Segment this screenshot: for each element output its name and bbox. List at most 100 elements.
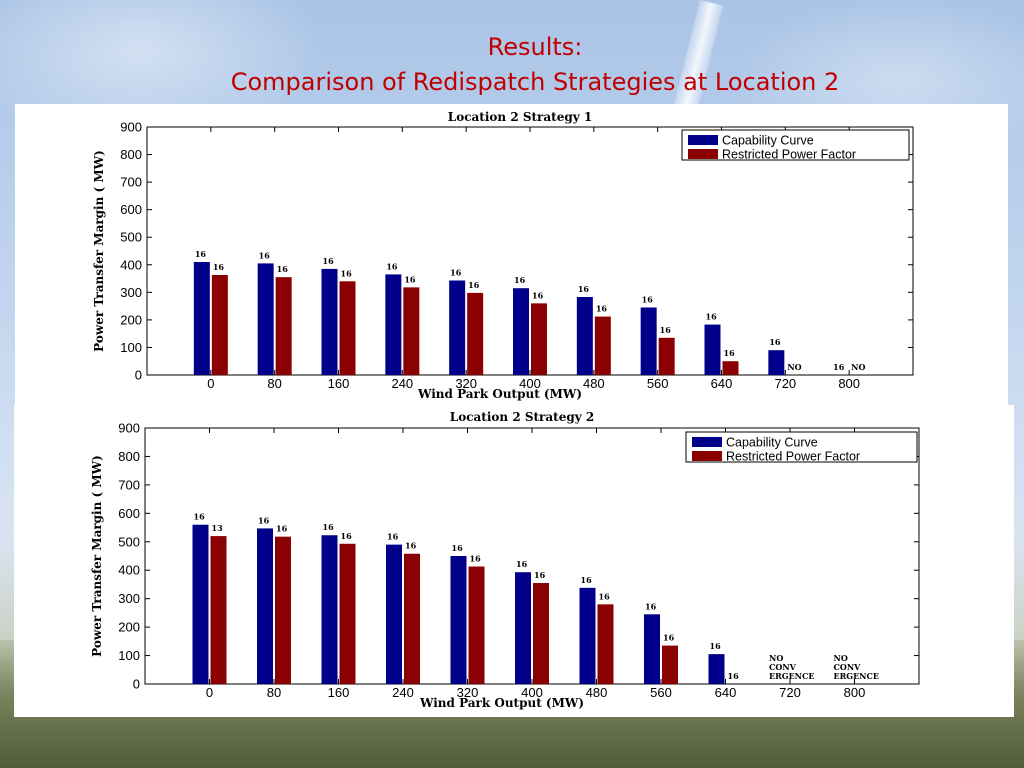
slide-title-line-1: Results: [487,33,583,61]
x-tick-label: 400 [519,376,541,391]
data-label: 16 [645,601,657,611]
bar-restricted-power-factor [210,536,227,684]
bar-capability-curve [321,535,338,684]
x-tick-label: 640 [711,376,733,391]
y-tick-label: 700 [118,477,140,492]
y-tick-label: 700 [120,175,142,190]
bar-restricted-power-factor [404,553,420,684]
bar-capability-curve [385,274,402,375]
x-tick-label: 560 [650,685,672,700]
y-tick-label: 600 [118,506,140,521]
bar-restricted-power-factor [594,316,611,375]
data-label: 16 [341,531,353,541]
y-tick-label: 100 [118,648,140,663]
bar-restricted-power-factor [403,287,420,375]
bar-capability-curve [449,280,466,375]
bar-capability-curve [450,556,467,684]
bar-restricted-power-factor [533,583,549,684]
x-tick-label: 640 [715,685,737,700]
data-label: 16 [276,524,288,534]
data-label: 16 [532,290,544,300]
data-label: 16 [596,304,608,314]
bar-capability-curve [579,587,596,684]
y-tick-label: 200 [120,312,142,327]
data-label: 16 [195,249,207,259]
data-label: 16 [387,532,399,542]
data-label: 16 [660,325,672,335]
slide-title-line-2: Comparison of Redispatch Strategies at L… [230,68,840,96]
x-tick-label: 800 [838,376,860,391]
y-tick-label: 600 [120,202,142,217]
data-label: 16 [450,267,462,277]
data-label: 16 [259,250,271,260]
x-axis-label: Wind Park Output (MW) [419,696,584,710]
x-tick-label: 560 [647,376,669,391]
bar-restricted-power-factor [597,604,614,684]
data-label: 16 [728,671,740,681]
bar-restricted-power-factor [662,645,678,684]
data-label: 16 [258,515,270,525]
x-tick-label: 240 [392,685,414,700]
legend-label: Restricted Power Factor [726,450,860,464]
data-label: 16 [534,570,546,580]
data-label: 16 [514,275,526,285]
y-axis-label: Power Transfer Margin ( MW) [90,455,104,657]
data-label: 16 [323,522,335,532]
legend-label: Capability Curve [722,134,814,148]
bar-capability-curve [192,524,209,684]
y-tick-label: 300 [118,591,140,606]
bar-capability-curve [515,572,531,684]
x-tick-label: 160 [328,376,350,391]
x-tick-label: 160 [328,685,350,700]
bar-capability-curve [640,307,657,375]
bar-restricted-power-factor [339,281,356,375]
chart-panel-strategy-1: Location 2 Strategy 1 0 100 200 300 400 500 600… [15,104,1008,406]
y-tick-label: 400 [120,257,142,272]
legend-label: Capability Curve [726,436,818,450]
bar-capability-curve [257,263,274,375]
data-label: 16 [833,362,845,372]
bar-capability-curve [257,528,273,684]
data-label: 16 [581,575,593,585]
bar-restricted-power-factor [658,337,675,375]
data-label: NO CONV ERGENCE [769,653,814,681]
x-tick-label: 320 [457,685,479,700]
y-tick-label: 800 [120,147,142,162]
bar-restricted-power-factor [468,566,485,684]
x-tick-label: 240 [391,376,413,391]
y-tick-label: 300 [120,285,142,300]
bar-restricted-power-factor [211,274,228,375]
y-axis-label: Power Transfer Margin ( MW) [92,150,106,352]
y-tick-label: 900 [120,120,142,135]
x-tick-label: 480 [583,376,605,391]
y-tick-label: 800 [118,449,140,464]
data-label: 16 [404,274,416,284]
legend-box [685,431,918,463]
data-label: 16 [194,512,206,522]
x-tick-label: 320 [455,376,477,391]
x-tick-label: 0 [207,376,214,391]
legend-swatch-restricted-power-factor [692,451,722,461]
data-label: NO [851,362,865,372]
data-label: 16 [663,633,675,643]
bar-capability-curve [193,262,210,375]
data-label: 13 [212,523,224,533]
bar-capability-curve [644,614,660,684]
data-label: 16 [341,268,353,278]
y-tick-label: 0 [133,677,140,692]
data-label: 16 [386,261,398,271]
chart-strategy-1: Location 2 Strategy 1 0 100 200 300 400 500 600… [92,110,914,401]
y-tick-label: 0 [135,368,142,383]
x-axis-label: Wind Park Output (MW) [417,387,582,401]
y-tick-label: 500 [118,534,140,549]
bar-capability-curve [513,288,529,375]
bar-capability-curve [386,544,402,684]
data-label: 16 [724,348,736,358]
y-tick-label: 500 [120,230,142,245]
data-label: NO CONV ERGENCE [834,653,879,681]
bar-restricted-power-factor [467,292,484,375]
bar-restricted-power-factor [722,361,739,375]
data-label: 16 [470,554,482,564]
data-label: 16 [578,284,590,294]
y-tick-label: 400 [118,563,140,578]
